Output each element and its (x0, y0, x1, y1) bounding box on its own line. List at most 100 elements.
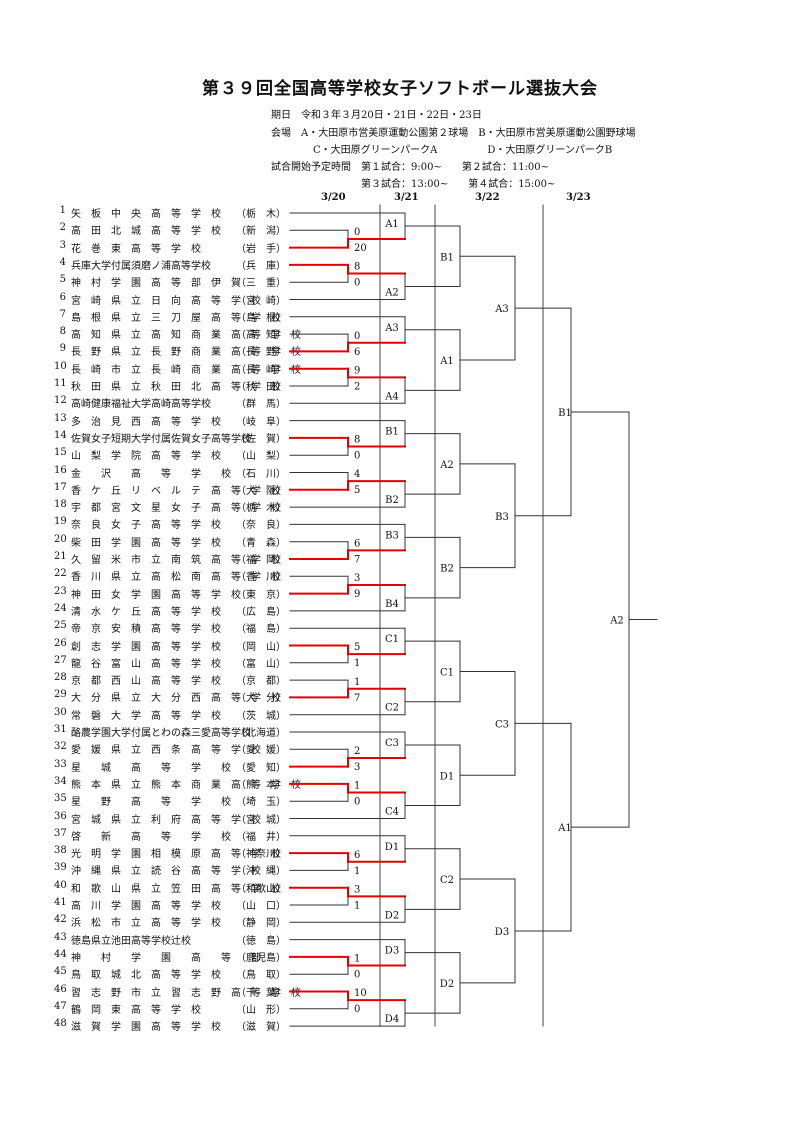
team-row: 47 鶴 岡 東 高 等 学 校 （山 形） (54, 1001, 286, 1017)
venue-label: C4 (385, 807, 399, 818)
team-prefecture: （栃 木） (236, 503, 286, 515)
team-name: 秋 田 県 立 秋 田 北 高 等 学 校 (71, 382, 281, 393)
team-row: 5 神 村 学 園 高 等 部 伊 賀（三 重） (54, 274, 286, 290)
day-header-4: 3/23 (566, 192, 591, 203)
team-row: 35 星 野 高 等 学 校 （埼 玉） (54, 793, 286, 809)
team-prefecture: （埼 玉） (236, 797, 286, 809)
team-number: 38 (54, 845, 67, 857)
score-top: 0 (354, 331, 360, 342)
venue-label: D1 (385, 842, 399, 853)
score-top: 2 (354, 746, 360, 757)
venue-label: B1 (440, 252, 454, 263)
team-prefecture: （山 口） (236, 901, 286, 912)
score-top: 3 (354, 884, 360, 895)
team-prefecture: （福 島） (236, 624, 286, 636)
team-name: 和 歌 山 県 立 笠 田 高 等 学 校 (71, 883, 281, 895)
score-bottom: 9 (354, 589, 360, 600)
score-bottom: 0 (354, 1004, 360, 1015)
venue-label: C2 (440, 875, 454, 886)
venue-label: B3 (495, 512, 509, 523)
team-number: 42 (54, 914, 67, 926)
team-row: 15 山 梨 学 院 高 等 学 校 （山 梨） (54, 447, 286, 463)
team-name: 酪農学園大学付属とわの森三愛高等学校 (71, 728, 251, 739)
venue-label: C1 (385, 634, 399, 645)
team-row: 8 高 知 県 立 高 知 商 業 高 等 学 校（高 知） (54, 326, 301, 342)
venue-label: A3 (494, 304, 509, 315)
score-top: 9 (354, 365, 360, 376)
info-venues-ab: 会場 A・大田原市営美原運動公園第２球場 B・大田原市営美原運動公園野球場 (271, 128, 636, 139)
team-row: 25 帝 京 安 積 高 等 学 校 （福 島） (54, 620, 286, 636)
team-row: 20 柴 田 学 園 高 等 学 校 （青 森） (54, 534, 286, 550)
team-row: 14 佐賀女子短期大学付属佐賀女子高等学校 （佐 賀） (54, 430, 286, 446)
team-name: 沖 縄 県 立 読 谷 高 等 学 校 (71, 866, 261, 878)
team-number: 44 (54, 948, 67, 960)
team-prefecture: （三 重） (236, 278, 286, 290)
team-name: 兵庫大学付属須磨ノ浦高等学校 (71, 260, 211, 272)
team-name: 常 磐 大 学 高 等 学 校 (71, 710, 221, 722)
team-name: 久 留 米 市 立 南 筑 高 等 学 校 (71, 555, 281, 566)
venue-label: B4 (385, 599, 399, 610)
team-prefecture: （愛 知） (236, 762, 286, 774)
score-bottom: 3 (354, 762, 360, 773)
team-row: 9 長 野 県 立 長 野 商 業 高 等 学 校（長 野） (54, 343, 301, 359)
team-number: 23 (54, 585, 67, 597)
team-row: 39 沖 縄 県 立 読 谷 高 等 学 校（沖 縄） (54, 862, 286, 878)
team-number: 27 (54, 654, 67, 666)
score-top: 0 (354, 227, 360, 238)
team-number: 20 (54, 533, 67, 545)
team-prefecture: （滋 賀） (236, 1022, 286, 1034)
team-row: 34 熊 本 県 立 熊 本 商 業 高 等 学 校（熊 本） (54, 776, 301, 792)
venue-label: D1 (440, 771, 454, 782)
team-name: 星 城 高 等 学 校 (71, 762, 231, 774)
team-name: 徳島県立池田高等学校辻校 (71, 935, 191, 947)
team-number: 30 (54, 706, 67, 718)
team-name: 山 梨 学 院 高 等 学 校 (71, 451, 221, 463)
team-name: 長 野 県 立 長 野 商 業 高 等 学 校 (71, 347, 301, 359)
team-number: 48 (54, 1018, 67, 1030)
team-name: 矢 板 中 央 高 等 学 校 (71, 209, 221, 220)
info-venues-cd: C・大田原グリーンパークA D・大田原グリーンパークB (313, 145, 613, 156)
team-row: 2 高 田 北 城 高 等 学 校 （新 潟） (54, 222, 286, 238)
team-prefecture: （新 潟） (236, 226, 286, 238)
score-top: 5 (354, 642, 360, 653)
score-top: 4 (354, 469, 360, 480)
team-number: 10 (54, 360, 67, 372)
venue-label: B1 (558, 408, 572, 419)
team-row: 28 京 都 西 山 高 等 学 校 （京 都） (54, 672, 286, 688)
team-prefecture: （徳 島） (236, 935, 286, 947)
team-prefecture: （千 葉） (236, 987, 286, 999)
venue-label: C3 (385, 738, 399, 749)
team-prefecture: （岡 山） (236, 641, 286, 653)
team-prefecture: （鹿児島） (236, 952, 286, 964)
team-prefecture: （長 野） (236, 347, 286, 359)
team-name: 鳥 取 城 北 高 等 学 校 (71, 970, 221, 982)
venue-label: C1 (440, 667, 454, 678)
score-top: 8 (354, 435, 360, 446)
team-prefecture: （佐 賀） (236, 433, 286, 445)
score-bottom: 7 (354, 554, 360, 565)
team-row: 18 宇 都 宮 文 星 女 子 高 等 学 校（栃 木） (54, 499, 286, 515)
venue-label: D4 (385, 1014, 399, 1025)
team-prefecture: （和歌山） (236, 883, 286, 895)
team-number: 9 (59, 343, 66, 355)
venue-label: B3 (385, 530, 399, 541)
venue-label: B1 (385, 427, 399, 438)
team-row: 3 花 巻 東 高 等 学 校 （岩 手） (54, 240, 286, 256)
team-number: 4 (59, 256, 66, 268)
team-number: 32 (54, 741, 67, 753)
team-name: 高 田 北 城 高 等 学 校 (71, 226, 221, 238)
score-top: 6 (354, 850, 360, 861)
team-number: 15 (54, 447, 67, 459)
team-number: 26 (54, 637, 67, 649)
team-row: 22 香 川 県 立 高 松 南 高 等 学 校（香 川） (54, 568, 286, 584)
team-row: 10 長 崎 市 立 長 崎 商 業 高 等 学 校（長 崎） (54, 360, 301, 377)
team-name: 多 治 見 西 高 等 学 校 (71, 416, 221, 428)
team-prefecture: （北海道） (236, 728, 286, 739)
team-row: 48 滋 賀 学 園 高 等 学 校 （滋 賀） (54, 1018, 286, 1034)
team-prefecture: （秋 田） (236, 382, 286, 393)
team-prefecture: （京 都） (236, 676, 286, 688)
team-prefecture: （兵 庫） (236, 260, 286, 272)
team-prefecture: （愛 媛） (236, 745, 286, 757)
team-number: 37 (54, 827, 67, 839)
